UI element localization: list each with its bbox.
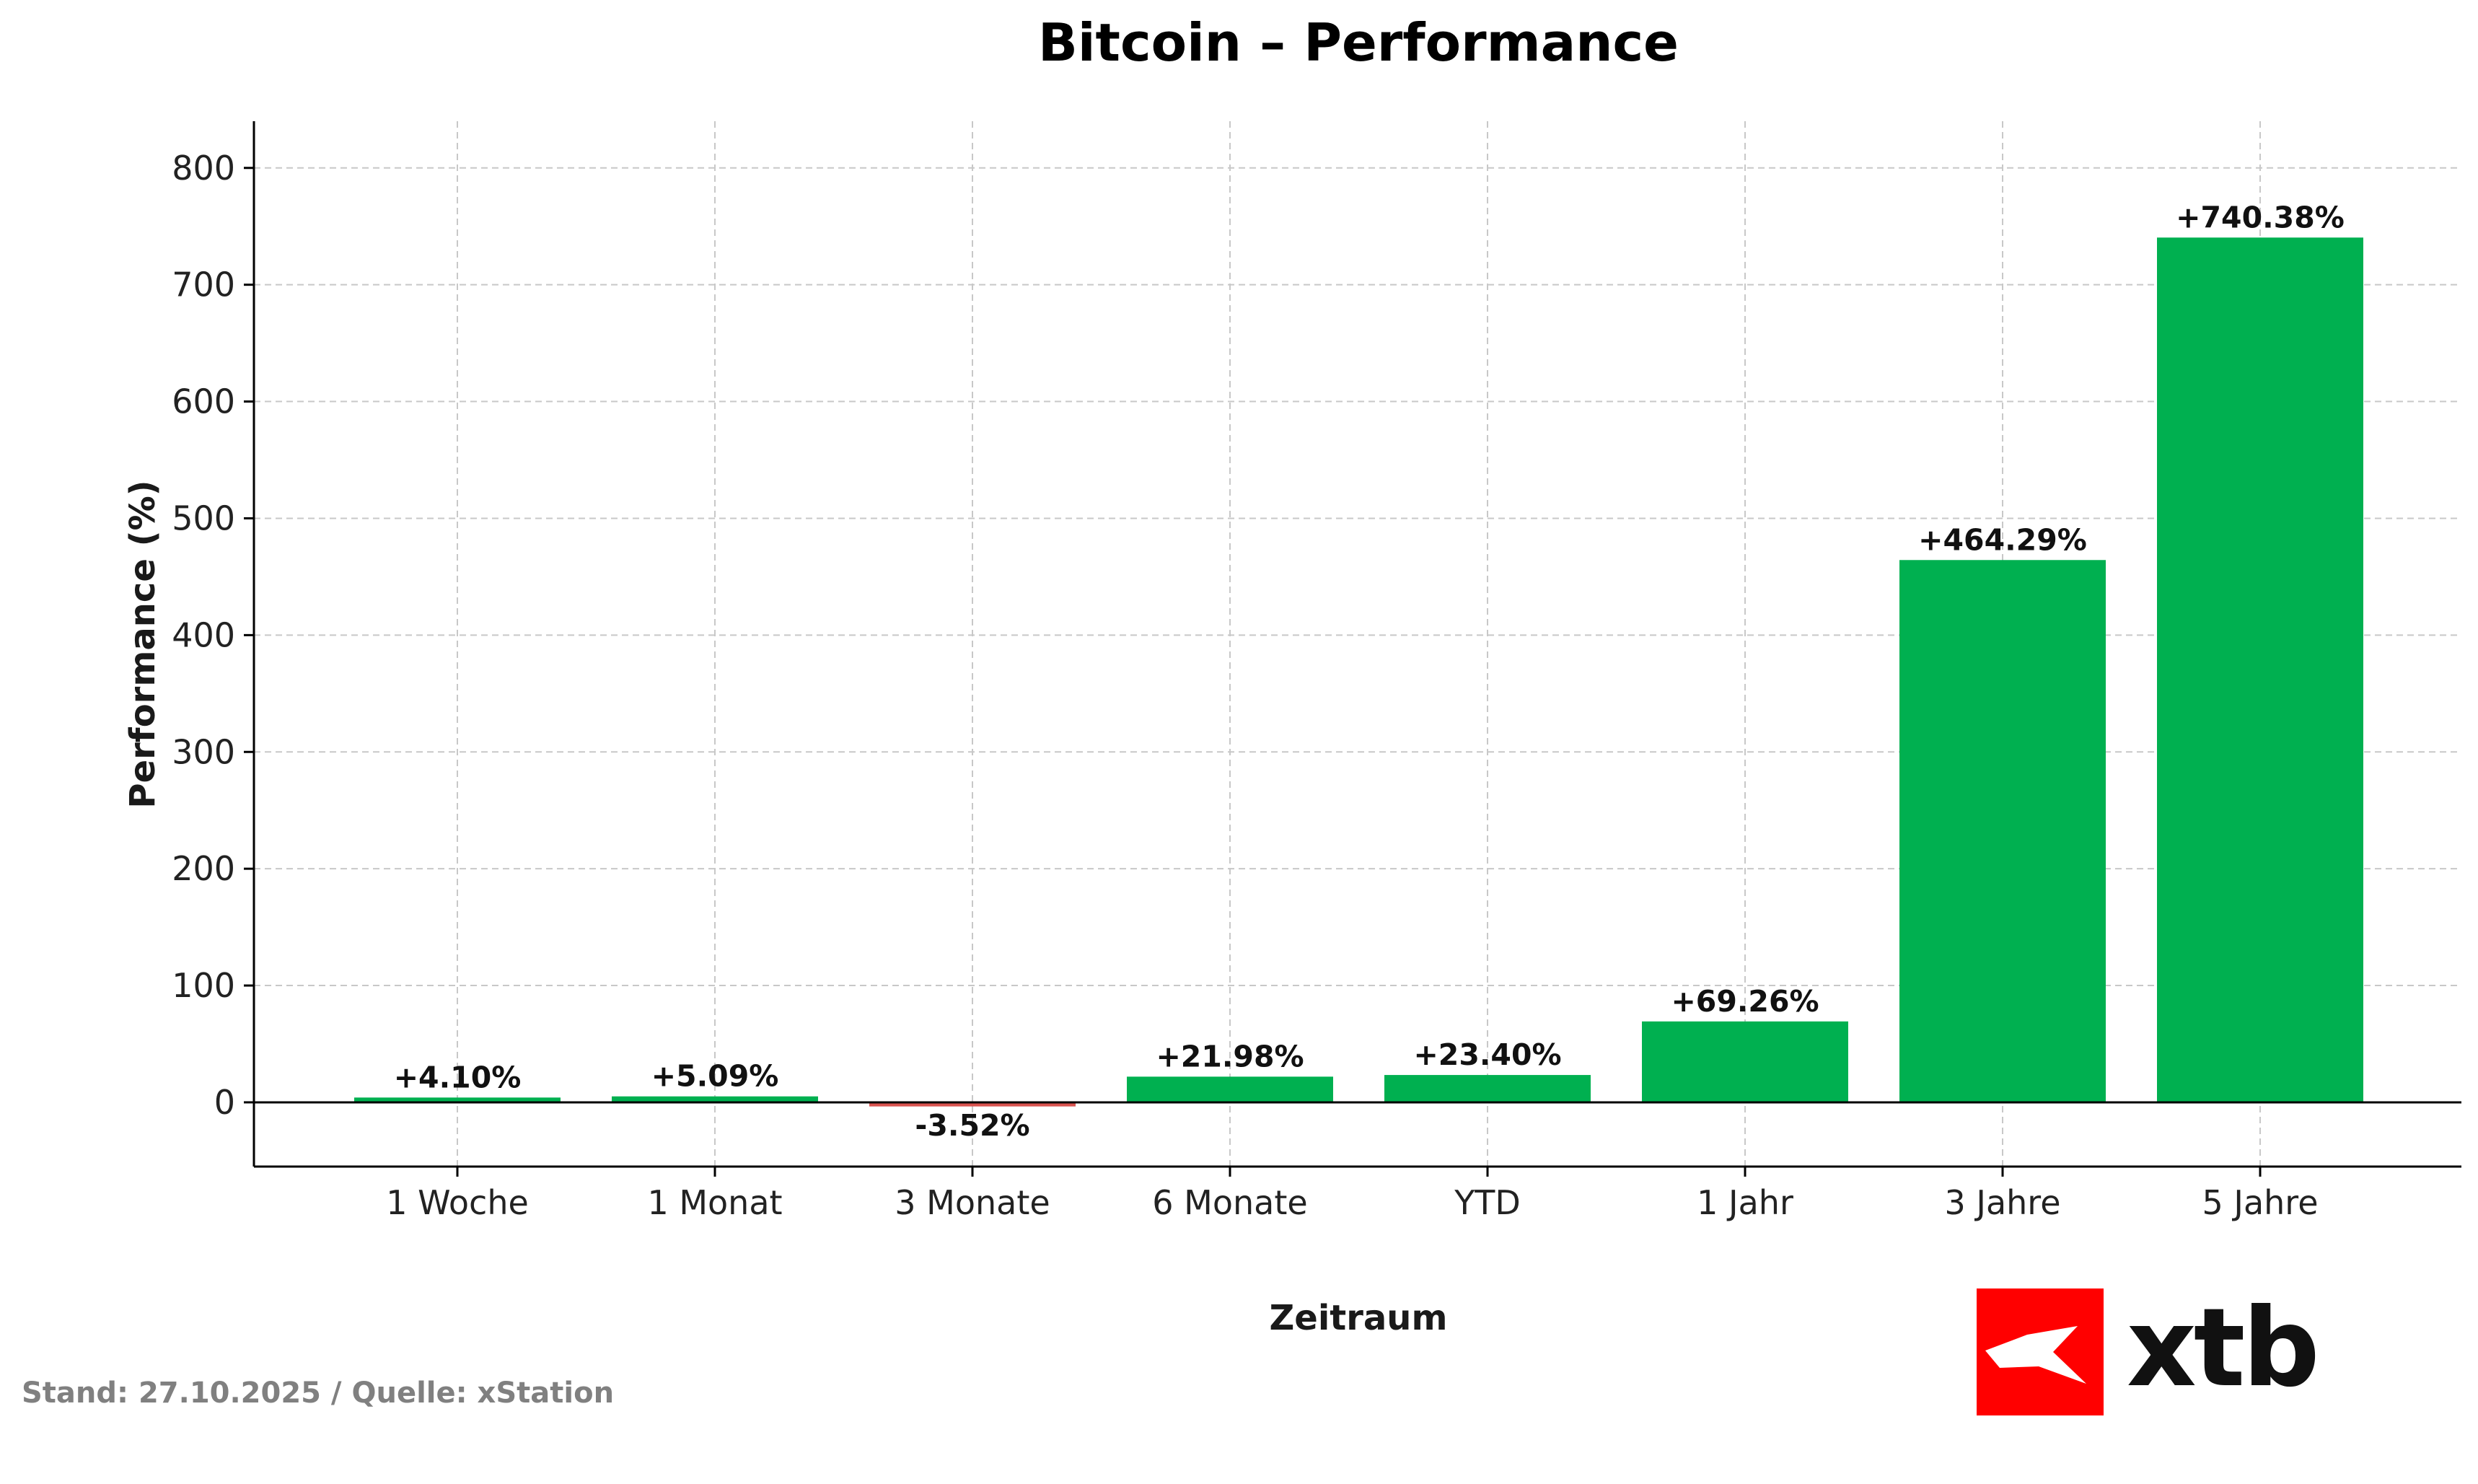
y-tick-label: 100 bbox=[172, 966, 235, 1005]
y-axis-label: Performance (%) bbox=[123, 480, 163, 808]
data-label: -3.52% bbox=[915, 1108, 1029, 1143]
y-tick-label: 700 bbox=[172, 265, 235, 304]
x-tick-label: 6 Monate bbox=[1152, 1183, 1307, 1222]
data-label: +4.10% bbox=[394, 1060, 522, 1094]
x-axis-label: Zeitraum bbox=[1269, 1298, 1447, 1338]
data-labels: +4.10% +5.09% -3.52% +21.98% +23.40% +69.26% +… bbox=[394, 200, 2345, 1143]
y-tick-label: 0 bbox=[214, 1083, 235, 1122]
y-tick-label: 400 bbox=[172, 615, 235, 654]
grid bbox=[254, 121, 2461, 1167]
x-tick-label: 1 Woche bbox=[386, 1183, 529, 1222]
data-label: +21.98% bbox=[1156, 1039, 1304, 1074]
y-tick-label: 600 bbox=[172, 382, 235, 421]
x-tick-labels: 1 Woche 1 Monat 3 Monate 6 Monate YTD 1 Jahr 3… bbox=[386, 1183, 2318, 1222]
x-tick-label: 3 Jahre bbox=[1945, 1183, 2061, 1222]
data-label: +5.09% bbox=[651, 1059, 779, 1094]
chart-title: Bitcoin – Performance bbox=[1038, 12, 1679, 73]
y-tick-label: 500 bbox=[172, 499, 235, 537]
xtb-wordmark: xtb bbox=[2127, 1286, 2317, 1411]
bar-1-jahr bbox=[1642, 1021, 1848, 1102]
y-tick-label: 300 bbox=[172, 732, 235, 771]
xtb-logo: xtb bbox=[1977, 1286, 2320, 1415]
x-tick-label: 1 Monat bbox=[647, 1183, 782, 1222]
bar-ytd bbox=[1384, 1075, 1591, 1102]
x-tick-label: YTD bbox=[1454, 1183, 1521, 1222]
axes bbox=[244, 121, 2461, 1177]
x-tick-label: 3 Monate bbox=[895, 1183, 1050, 1222]
data-label: +69.26% bbox=[1671, 984, 1819, 1019]
bar-6-monate bbox=[1127, 1076, 1333, 1102]
bar-3-jahre bbox=[1899, 560, 2106, 1102]
x-tick-label: 1 Jahr bbox=[1697, 1183, 1793, 1222]
y-tick-labels: 0 100 200 300 400 500 600 700 800 bbox=[172, 149, 235, 1122]
bars bbox=[354, 237, 2363, 1107]
data-label: +464.29% bbox=[1918, 522, 2087, 557]
bar-1-monat bbox=[612, 1096, 818, 1102]
bar-3-monate bbox=[869, 1102, 1076, 1107]
y-tick-label: 800 bbox=[172, 149, 235, 188]
source-note: Stand: 27.10.2025 / Quelle: xStation bbox=[22, 1377, 614, 1410]
x-tick-label: 5 Jahre bbox=[2202, 1183, 2319, 1222]
y-tick-label: 200 bbox=[172, 849, 235, 888]
xtb-logo-mark bbox=[1985, 1326, 2086, 1384]
data-label: +23.40% bbox=[1413, 1037, 1561, 1072]
data-label: +740.38% bbox=[2176, 200, 2345, 234]
bar-1-woche bbox=[354, 1097, 561, 1102]
bar-5-jahre bbox=[2157, 237, 2363, 1102]
